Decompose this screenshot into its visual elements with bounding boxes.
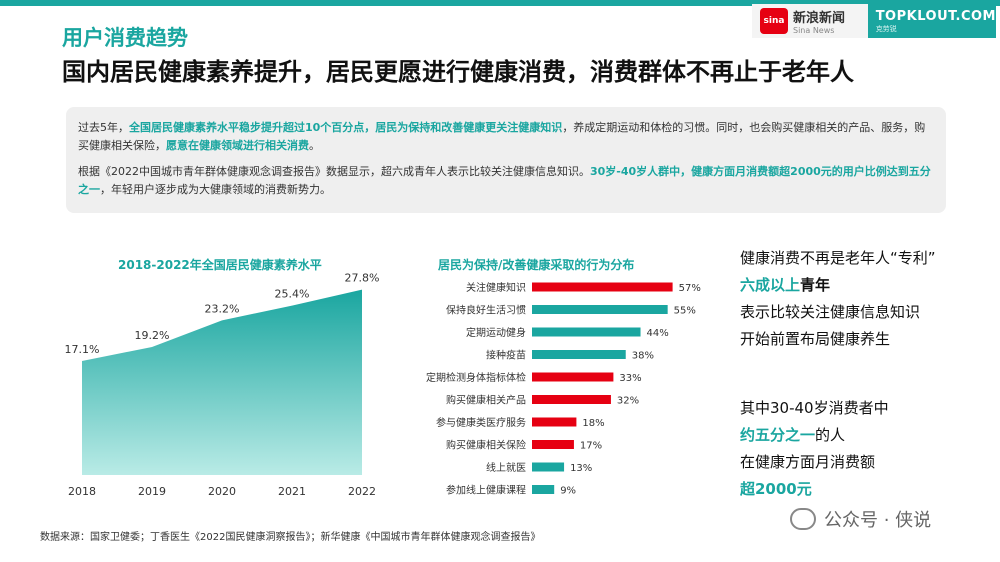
- area-x-tick-label: 2022: [348, 485, 376, 498]
- summary-box: 过去5年，全国居民健康素养水平稳步提升超过10个百分点，居民为保持和改善健康更关…: [66, 107, 946, 213]
- bar-category-label: 购买健康相关产品: [446, 394, 526, 407]
- bar: [532, 372, 614, 382]
- right-line-2-highlight: 六成以上: [740, 276, 801, 294]
- wechat-icon: [790, 508, 816, 530]
- data-source: 数据来源：国家卫健委；丁香医生《2022国民健康洞察报告》；新华健康《中国城市青…: [40, 532, 541, 543]
- area-x-tick-label: 2019: [138, 485, 166, 498]
- area-x-tick-label: 2021: [278, 485, 306, 498]
- right-line-5: 其中30-40岁消费者中: [740, 399, 889, 417]
- area-value-label: 17.1%: [65, 343, 100, 356]
- page-headline: 国内居民健康素养提升，居民更愿进行健康消费，消费群体不再止于老年人: [62, 58, 854, 86]
- topklout-logo: TOPKLOUT.COM 克劳锐: [867, 4, 996, 38]
- summary-paragraph-1: 过去5年，全国居民健康素养水平稳步提升超过10个百分点，居民为保持和改善健康更关…: [78, 119, 934, 155]
- bar: [532, 350, 626, 359]
- summary-paragraph-2: 根据《2022中国城市青年群体健康观念调查报告》数据显示，超六成青年人表示比较关…: [78, 163, 934, 199]
- bar: [532, 462, 565, 472]
- watermark-label: 公众号 · 侠说: [824, 510, 932, 531]
- bar-value-label: 9%: [560, 486, 576, 497]
- bar-category-label: 参加线上健康课程: [446, 484, 526, 497]
- bar-value-label: 13%: [570, 463, 592, 474]
- bar: [532, 485, 555, 494]
- bar-value-label: 57%: [679, 283, 701, 294]
- bar-category-label: 购买健康相关保险: [446, 439, 526, 452]
- top-accent-bar: [0, 0, 1000, 6]
- brand-logo: sina 新浪新闻 Sina News TOPKLOUT.COM 克劳锐: [752, 4, 996, 38]
- topklout-sub-label: 克劳锐: [875, 24, 897, 33]
- sina-en-label: Sina News: [793, 26, 835, 35]
- sina-news-logo: sina 新浪新闻 Sina News: [752, 4, 868, 38]
- right-line-4: 开始前置布局健康养生: [740, 330, 891, 348]
- p2-highlight-b: 30岁-40岁人群中，健康方面月消费额超2000元的用户比例达到五分之一: [78, 165, 931, 196]
- area-value-label: 19.2%: [135, 329, 170, 342]
- right-line-8-highlight: 超2000元: [740, 480, 812, 498]
- right-text-block-2: 其中30-40岁消费者中 约五分之一的人 在健康方面月消费额 超2000元: [740, 398, 889, 499]
- bar-chart-title: 居民为保持/改善健康采取的行为分布: [438, 258, 635, 272]
- sina-cn-label: 新浪新闻: [793, 11, 846, 26]
- right-line-8: 超2000元: [740, 479, 889, 499]
- right-line-1: 健康消费不再是老年人“专利”: [740, 249, 936, 267]
- bar-value-label: 55%: [674, 306, 696, 317]
- p2-text-a: 根据《2022中国城市青年群体健康观念调查报告》数据显示，超六成青年人表示比较关…: [78, 165, 590, 178]
- p2-text-c: ，年轻用户逐步成为大健康领域的消费新势力。: [100, 183, 331, 196]
- bar-value-label: 33%: [619, 373, 641, 384]
- bar-category-label: 参与健康类医疗服务: [436, 416, 526, 429]
- p1-text-e: 。: [309, 139, 320, 152]
- bar-category-label: 接种疫苗: [486, 349, 526, 362]
- bar-value-label: 44%: [647, 328, 669, 339]
- bar: [532, 282, 673, 292]
- right-text-block-1: 健康消费不再是老年人“专利” 六成以上青年 表示比较关注健康信息知识 开始前置布…: [740, 248, 936, 349]
- right-line-7: 在健康方面月消费额: [740, 453, 876, 471]
- area-series-fill: [82, 289, 362, 475]
- right-line-6-rest: 的人: [815, 426, 846, 444]
- bar-value-label: 38%: [632, 351, 654, 362]
- area-value-label: 27.8%: [345, 272, 380, 285]
- bar: [532, 417, 577, 427]
- bar-category-label: 线上就医: [486, 461, 526, 474]
- p1-highlight-d: 愿意在健康领域进行相关消费: [166, 139, 309, 152]
- section-title: 用户消费趋势: [62, 26, 188, 50]
- right-line-3: 表示比较关注健康信息知识: [740, 303, 921, 321]
- p1-text-a: 过去5年，: [78, 121, 129, 134]
- bar-category-label: 关注健康知识: [466, 281, 526, 294]
- bar-value-label: 17%: [580, 441, 602, 452]
- sina-eye-icon: sina: [760, 8, 788, 34]
- wechat-watermark: 公众号 · 侠说: [790, 506, 931, 532]
- bar-value-label: 32%: [617, 396, 639, 407]
- area-chart-title: 2018-2022年全国居民健康素养水平: [118, 258, 322, 272]
- area-chart: 17.1% 2018 19.2% 2019 23.2% 2020 25.4% 2021 27.8…: [65, 272, 380, 498]
- bar: [532, 327, 641, 337]
- bar-category-label: 定期检测身体指标体检: [426, 371, 526, 384]
- bar-chart: 关注健康知识 57% 保持良好生活习惯 55% 定期运动健身 44% 接种疫苗 38% 定期检测…: [426, 281, 701, 497]
- bar-category-label: 保持良好生活习惯: [446, 304, 526, 317]
- area-x-tick-label: 2020: [208, 485, 236, 498]
- p1-text-c: ，养成定期运动和体检的习惯。同时，也会购买健康相关的产品、服务，购买健康相关保险…: [78, 121, 926, 152]
- right-line-6: 约五分之一的人: [740, 425, 889, 445]
- bar: [532, 305, 668, 314]
- right-line-2-rest: 青年: [800, 276, 831, 294]
- bar-category-label: 定期运动健身: [466, 326, 526, 339]
- bar-value-label: 18%: [582, 418, 604, 429]
- bar: [532, 440, 574, 449]
- right-line-6-highlight: 约五分之一: [740, 426, 816, 444]
- right-line-2: 六成以上青年: [740, 275, 936, 295]
- topklout-label: TOPKLOUT.COM: [875, 8, 996, 24]
- bar: [532, 395, 611, 404]
- p1-highlight-b: 全国居民健康素养水平稳步提升超过10个百分点，居民为保持和改善健康更关注健康知识: [129, 121, 563, 134]
- area-value-label: 25.4%: [275, 288, 310, 301]
- area-x-tick-label: 2018: [68, 485, 96, 498]
- area-value-label: 23.2%: [205, 302, 240, 315]
